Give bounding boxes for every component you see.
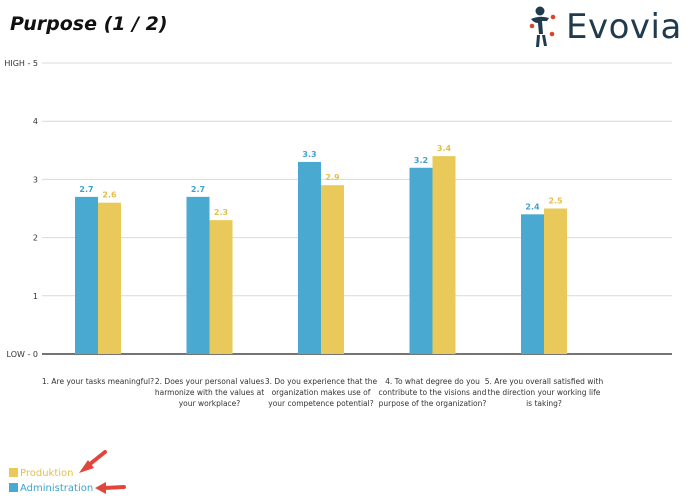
x-tick-label: your competence potential? <box>268 399 373 408</box>
bar-produktion <box>544 208 567 354</box>
x-tick-label: harmonize with the values at <box>155 388 264 397</box>
y-tick-label: 3 <box>33 175 38 184</box>
y-tick-label: HIGH - 5 <box>4 59 38 68</box>
data-label-administration: 3.3 <box>302 150 316 159</box>
bar-administration <box>521 214 544 354</box>
y-tick-label: 2 <box>33 234 38 243</box>
bar-produktion <box>432 156 456 354</box>
x-tick-label: 5. Are you overall satisfied with <box>485 377 604 386</box>
data-label-produktion: 2.5 <box>548 197 563 206</box>
legend-label-produktion: Produktion <box>20 468 74 479</box>
x-tick-label: is taking? <box>526 399 562 408</box>
x-tick-label: contribute to the visions and <box>379 388 487 397</box>
legend-item-administration: Administration <box>9 483 93 494</box>
data-label-produktion: 2.6 <box>102 191 117 200</box>
x-tick-label: organization makes use of <box>272 388 371 397</box>
y-tick-label: 1 <box>33 292 38 301</box>
data-label-administration: 2.4 <box>525 202 540 211</box>
bar-administration <box>298 161 321 354</box>
y-tick-label: 4 <box>33 117 38 126</box>
x-tick-label: 4. To what degree do you <box>385 377 480 386</box>
arrow-produktion-icon <box>79 450 107 473</box>
page-title: Purpose (1 / 2) <box>10 13 168 35</box>
evovia-logo: Evovia <box>528 4 681 50</box>
data-label-administration: 3.2 <box>414 156 428 165</box>
person-logo-icon <box>529 6 556 47</box>
bar-produktion <box>321 185 344 354</box>
x-tick-label: your workplace? <box>179 399 241 408</box>
x-tick-label: the direction your working life <box>488 388 601 397</box>
data-label-produktion: 3.4 <box>437 144 452 153</box>
bar-administration <box>186 196 210 354</box>
data-label-produktion: 2.3 <box>214 208 228 217</box>
bar-administration <box>409 167 433 354</box>
bar-produktion <box>98 202 121 354</box>
bar-chart: LOW - 0 1 2 3 4 HIGH - 5 2.7 2.6 1. Are your tas… <box>4 59 672 408</box>
legend-swatch-produktion <box>9 468 18 477</box>
x-tick-label: 1. Are your tasks meaningful? <box>42 377 154 386</box>
data-label-produktion: 2.9 <box>325 173 340 182</box>
logo-text: Evovia <box>566 7 682 47</box>
legend-label-administration: Administration <box>20 483 94 494</box>
data-label-administration: 2.7 <box>79 185 93 194</box>
bar-produktion <box>209 220 233 354</box>
arrow-administration-icon <box>95 482 126 494</box>
bar-administration <box>75 196 98 354</box>
legend-item-produktion: Produktion <box>9 468 74 479</box>
x-tick-label: 3. Do you experience that the <box>265 377 378 386</box>
y-tick-label: LOW - 0 <box>7 350 38 359</box>
x-tick-label: 2. Does your personal values <box>155 377 264 386</box>
data-label-administration: 2.7 <box>191 185 205 194</box>
legend-swatch-administration <box>9 483 18 492</box>
x-tick-label: purpose of the organization? <box>379 399 487 408</box>
